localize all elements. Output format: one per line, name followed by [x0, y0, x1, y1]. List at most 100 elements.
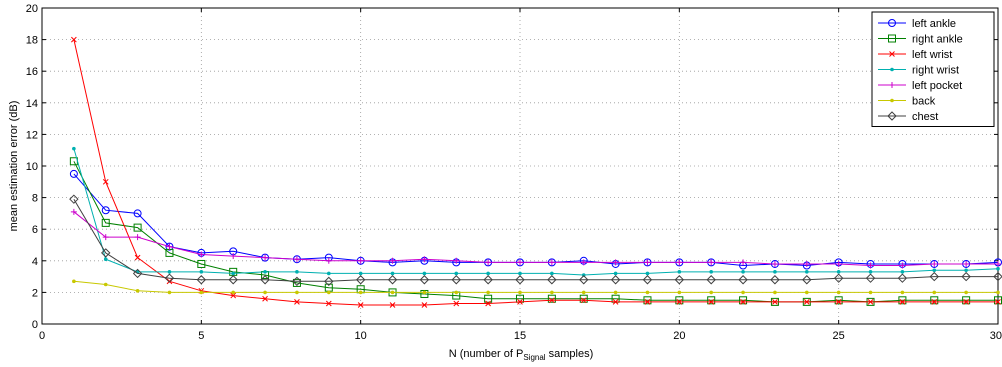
data-point-chest	[610, 275, 621, 285]
data-point-right-wrist	[422, 271, 427, 276]
series-line-back	[73, 280, 998, 293]
data-point-right-ankle	[547, 294, 556, 303]
data-point-right-wrist	[900, 270, 905, 274]
data-point-left-wrist	[708, 299, 715, 305]
data-point-left-wrist	[485, 300, 491, 307]
data-point-chest	[706, 275, 716, 285]
data-point-left-ankle	[101, 206, 110, 215]
legend-marker-left-pocket	[889, 82, 895, 88]
data-point-left-wrist	[867, 299, 874, 305]
legend-marker-right-ankle	[888, 34, 896, 43]
x-tick-label: 25	[833, 330, 845, 342]
data-point-left-ankle	[133, 209, 142, 218]
data-point-chest	[451, 275, 461, 285]
data-point-back	[486, 290, 490, 295]
data-point-left-wrist	[995, 299, 1001, 305]
data-point-right-wrist	[327, 271, 331, 276]
data-point-right-ankle	[643, 296, 652, 305]
data-point-left-pocket	[771, 260, 778, 267]
data-point-left-ankle	[165, 242, 174, 251]
data-point-chest	[164, 273, 175, 283]
y-tick-label: 10	[26, 161, 38, 173]
data-point-back	[550, 290, 554, 295]
data-point-left-wrist	[549, 297, 555, 304]
data-point-left-wrist	[644, 299, 651, 305]
data-point-back	[645, 290, 650, 295]
data-point-back	[103, 282, 108, 287]
data-point-back	[327, 290, 331, 295]
data-point-right-ankle	[675, 296, 684, 305]
data-point-right-wrist	[358, 271, 363, 276]
data-point-left-wrist	[294, 299, 300, 305]
series-lines	[69, 36, 1002, 308]
x-tick-label: 0	[39, 330, 45, 342]
data-point-back	[677, 290, 682, 295]
data-point-chest	[547, 275, 557, 285]
data-point-right-ankle	[962, 296, 971, 305]
data-point-left-wrist	[230, 292, 237, 299]
data-point-back	[231, 290, 235, 295]
data-point-left-wrist	[740, 299, 746, 305]
data-point-left-pocket	[995, 260, 1001, 267]
data-point-right-wrist	[231, 271, 235, 276]
axes: 0 2 4 6 8 10 12 14 16 18 20 0 5 10 15 20 25 30	[26, 3, 1002, 342]
data-point-right-wrist	[932, 268, 937, 273]
data-point-left-ankle	[69, 169, 78, 178]
data-point-right-ankle	[420, 289, 429, 298]
series-line-left-wrist	[73, 39, 998, 306]
data-point-left-pocket	[166, 243, 173, 250]
data-point-right-ankle	[739, 296, 748, 305]
data-point-left-wrist	[357, 302, 364, 308]
data-point-right-wrist	[805, 270, 809, 274]
data-point-left-wrist	[931, 299, 938, 305]
data-point-right-ankle	[579, 294, 588, 303]
data-point-left-pocket	[644, 259, 651, 266]
data-point-chest	[355, 275, 366, 285]
data-point-left-pocket	[421, 256, 428, 263]
data-point-chest	[579, 275, 589, 285]
y-tick-label: 4	[32, 256, 38, 268]
data-point-right-ankle	[834, 296, 843, 305]
legend-label-right-wrist: right wrist	[912, 65, 959, 77]
data-point-chest	[993, 271, 1002, 282]
data-point-right-ankle	[197, 259, 206, 268]
series-line-right-ankle	[73, 161, 998, 303]
legend: left ankle right ankle left wrist right wri…	[871, 11, 995, 127]
data-point-left-pocket	[485, 259, 492, 266]
data-point-left-wrist	[453, 300, 460, 307]
series-right-ankle	[69, 157, 1002, 306]
data-point-chest	[101, 248, 111, 258]
data-point-right-wrist	[836, 270, 841, 274]
data-point-back	[709, 290, 713, 295]
data-point-back	[581, 290, 586, 295]
data-point-left-pocket	[134, 234, 141, 241]
series-left-wrist	[71, 36, 1001, 308]
data-point-chest	[674, 275, 685, 285]
data-point-right-wrist	[518, 271, 522, 276]
data-point-left-pocket	[357, 257, 364, 264]
data-point-chest	[292, 276, 302, 287]
data-point-left-wrist	[325, 300, 332, 307]
data-point-chest	[833, 273, 844, 283]
data-point-right-ankle	[707, 296, 716, 305]
data-point-left-pocket	[740, 259, 747, 266]
data-point-left-wrist	[580, 297, 587, 304]
legend-label-back: back	[912, 96, 936, 108]
data-point-right-wrist	[263, 270, 267, 274]
data-point-left-wrist	[803, 299, 810, 305]
data-point-left-pocket	[835, 260, 842, 267]
data-point-right-wrist	[868, 270, 873, 274]
data-point-left-pocket	[803, 260, 810, 267]
x-tick-label: 20	[673, 330, 685, 342]
data-point-left-wrist	[262, 295, 268, 302]
data-point-back	[932, 290, 937, 295]
data-point-left-pocket	[198, 251, 205, 258]
data-point-right-wrist	[709, 270, 713, 274]
series-back	[72, 279, 1000, 295]
x-tick-label: 30	[990, 330, 1002, 342]
data-point-back	[454, 290, 459, 295]
data-point-right-ankle	[292, 278, 301, 287]
data-point-back	[135, 289, 140, 293]
x-tick-label: 15	[514, 330, 526, 342]
